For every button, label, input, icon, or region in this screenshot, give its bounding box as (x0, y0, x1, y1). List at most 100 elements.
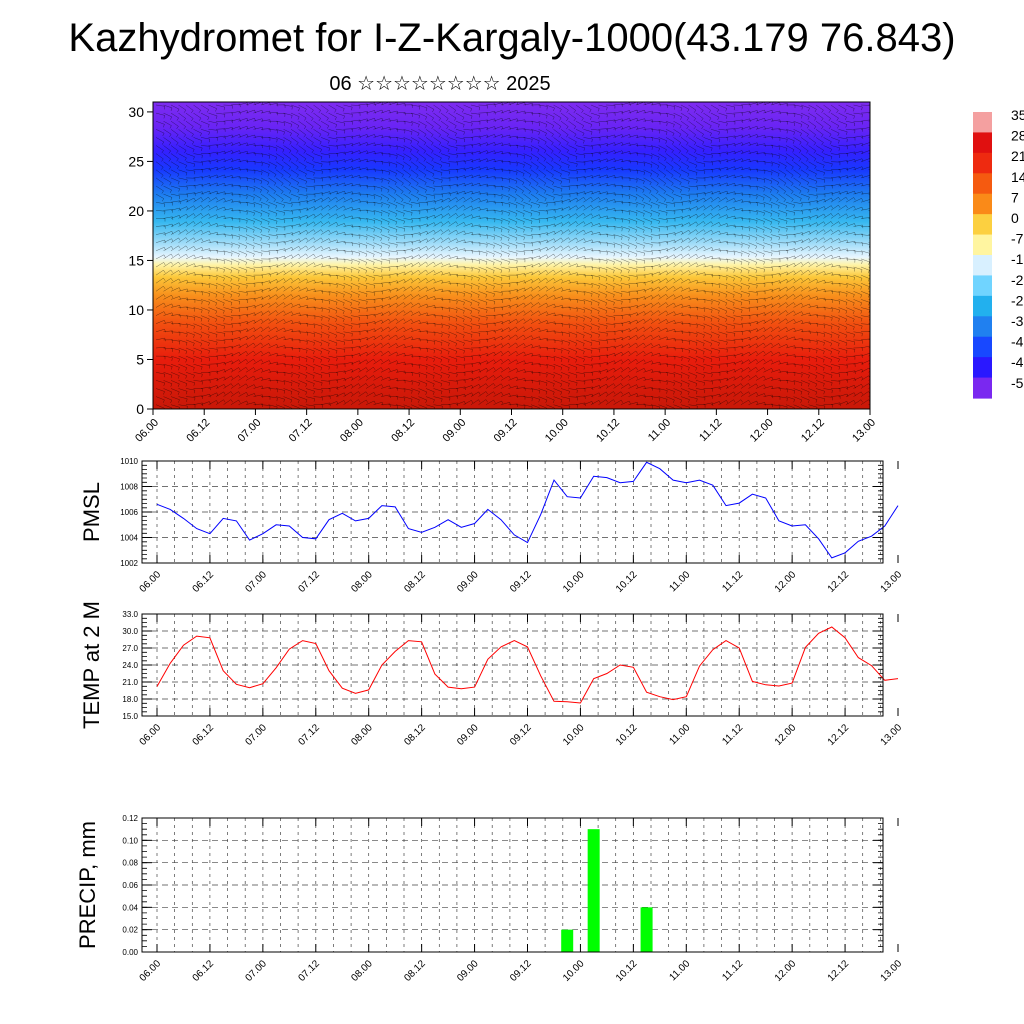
colorbar-swatch (973, 377, 992, 399)
cs-x-tick-label: 13.00 (850, 417, 878, 445)
temp-panel-y-tick-label: 30.0 (122, 627, 138, 636)
cs-y-tick-label: 0 (136, 401, 144, 417)
colorbar-label: -1 (1011, 251, 1024, 267)
colorbar-label: -5 (1011, 375, 1024, 391)
precip-panel-x-tick-label: 07.00 (244, 958, 270, 984)
precip-panel-x-tick-label: 11.12 (720, 958, 745, 983)
pmsl-panel-x-tick-label: 06.00 (138, 569, 164, 595)
pmsl-panel-x-tick-label: 10.00 (561, 569, 587, 595)
precip-panel-x-tick-label: 13.00 (879, 958, 905, 984)
precip-panel: 0.00 0.02 0.04 0.06 0.08 0.10 0.12 06.00 06.12 07… (75, 814, 904, 984)
colorbar-label: 0 (1011, 210, 1019, 226)
precip-panel-y-tick-label: 0.00 (122, 948, 138, 957)
colorbar-label: -7 (1011, 231, 1024, 247)
pmsl-panel-x-tick-label: 13.00 (879, 569, 905, 595)
colorbar-label: 7 (1011, 189, 1019, 205)
colorbar-swatch (973, 275, 992, 297)
temp-panel-frame (141, 613, 884, 717)
cs-y-tick-label: 25 (128, 153, 144, 169)
temp-panel-x-tick-label: 06.00 (138, 722, 164, 748)
pmsl-panel-series-line (156, 461, 899, 559)
cross-section-field (153, 102, 870, 409)
colorbar-swatch (973, 336, 992, 358)
colorbar-swatch (973, 357, 992, 379)
pmsl-panel-x-tick-label: 07.12 (296, 569, 322, 595)
cs-y-tick-label: 30 (128, 104, 144, 120)
precip-panel-x-tick-label: 11.00 (667, 958, 692, 983)
colorbar-label: -3 (1011, 313, 1024, 329)
cs-x-tick-label: 11.00 (646, 417, 673, 444)
precip-panel-x-tick-label: 12.00 (773, 958, 799, 984)
temp-panel-y-axis-label: TEMP at 2 M (79, 601, 104, 729)
pmsl-panel-x-tick-label: 12.00 (773, 569, 799, 595)
colorbar-swatch (973, 316, 992, 338)
chart-title: Kazhydromet for I-Z-Kargaly-1000(43.179 … (68, 16, 956, 60)
temp-panel-x-tick-label: 12.12 (826, 722, 852, 748)
precip-panel-x-tick-label: 10.12 (614, 958, 640, 984)
precip-panel-y-tick-label: 0.04 (122, 903, 138, 912)
cs-y-tick-label: 15 (128, 252, 144, 268)
cs-x-tick-label: 07.00 (236, 417, 264, 445)
colorbar-label: 35 (1011, 107, 1024, 123)
cs-x-tick-label: 11.12 (697, 417, 724, 444)
temp-panel-series-line (156, 626, 899, 704)
temp-panel-y-tick-label: 15.0 (122, 712, 138, 721)
colorbar-label: -2 (1011, 272, 1024, 288)
precip-panel-x-tick-label: 08.12 (402, 958, 428, 984)
temp-panel-x-tick-label: 06.12 (191, 722, 217, 748)
precip-panel-y-tick-label: 0.02 (122, 926, 138, 935)
cs-x-tick-label: 09.00 (440, 417, 468, 445)
precip-panel-x-tick-label: 09.00 (455, 958, 481, 984)
temp-panel-x-tick-label: 10.00 (561, 722, 587, 748)
pmsl-panel-y-tick-label: 1006 (120, 508, 138, 517)
cs-y-tick-label: 10 (128, 302, 144, 318)
temp-panel-x-tick-label: 08.12 (402, 722, 428, 748)
precip-panel-y-axis-label: PRECIP, mm (75, 821, 100, 949)
temp-panel: 15.0 18.0 21.0 24.0 27.0 30.0 33.0 06.00 06.12 07… (79, 601, 904, 748)
cs-x-tick-label: 10.00 (543, 417, 571, 445)
colorbar-swatch (973, 112, 992, 134)
temp-panel-x-tick-label: 11.12 (720, 722, 745, 747)
colorbar-swatch (973, 152, 992, 174)
pmsl-panel-x-tick-label: 09.00 (455, 569, 481, 595)
precip-panel-x-tick-label: 12.12 (826, 958, 852, 984)
cs-x-tick-label: 06.00 (133, 417, 161, 445)
temp-panel-x-tick-label: 13.00 (879, 722, 905, 748)
precip-panel-bar (561, 929, 574, 952)
pmsl-panel-x-tick-label: 08.00 (349, 569, 375, 595)
wind-barbs (155, 102, 870, 409)
wind-barb-lines (155, 102, 870, 409)
pmsl-panel: 1002 1004 1006 1008 1010 06.00 06.12 07.00 07.12… (79, 457, 904, 595)
pmsl-panel-x-tick-label: 12.12 (826, 569, 852, 595)
colorbar-swatch (973, 234, 992, 256)
precip-panel-x-tick-label: 06.00 (138, 958, 164, 984)
temp-panel-x-tick-label: 12.00 (773, 722, 799, 748)
cs-x-tick-label: 08.12 (389, 417, 417, 445)
colorbar-swatch (973, 193, 992, 215)
cs-y-tick-label: 5 (136, 351, 144, 367)
precip-panel-bar (640, 907, 653, 952)
temp-panel-x-tick-label: 07.12 (296, 722, 322, 748)
precip-panel-x-tick-label: 07.12 (296, 958, 322, 984)
precip-panel-bar (587, 829, 600, 952)
precip-panel-x-tick-label: 10.00 (561, 958, 587, 984)
colorbar-label: 28 (1011, 128, 1024, 144)
precip-panel-x-tick-label: 09.12 (508, 958, 534, 984)
colorbar-label: -4 (1011, 354, 1024, 370)
chart-subtitle: 06 ☆☆☆☆☆☆☆☆ 2025 (329, 73, 551, 95)
pmsl-panel-y-tick-label: 1010 (120, 457, 138, 466)
cross-section-panel: 0 5 10 15 20 25 30 06.00 06.12 07.00 07.12 08.00 08.… (128, 101, 878, 445)
pmsl-panel-y-tick-label: 1004 (120, 534, 138, 543)
temp-panel-y-tick-label: 24.0 (122, 661, 138, 670)
pmsl-panel-x-tick-label: 09.12 (508, 569, 534, 595)
colorbar-label: 21 (1011, 148, 1024, 164)
temp-panel-y-tick-label: 33.0 (122, 610, 138, 619)
cs-x-tick-label: 09.12 (492, 417, 520, 445)
pmsl-panel-frame (141, 460, 884, 564)
temp-panel-x-tick-label: 11.00 (667, 722, 692, 747)
pmsl-panel-y-tick-label: 1002 (120, 559, 138, 568)
temp-panel-x-tick-label: 10.12 (614, 722, 640, 748)
colorbar: 35 28 21 14 7 0 -7 -1 -2 -2 -3 -4 -4 -5 (973, 107, 1024, 399)
precip-panel-y-tick-label: 0.12 (122, 814, 138, 823)
